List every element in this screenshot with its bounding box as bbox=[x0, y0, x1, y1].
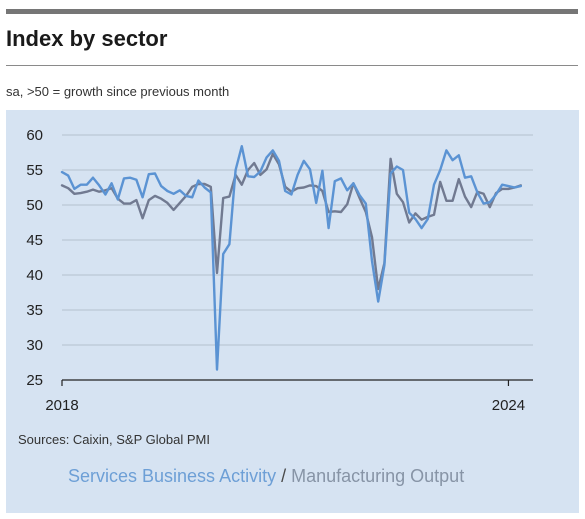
series-line-services bbox=[60, 144, 522, 371]
y-tick-label: 60 bbox=[26, 127, 43, 144]
series-layer bbox=[60, 144, 522, 371]
y-tick-label: 55 bbox=[26, 162, 43, 179]
axis-layer: 25 30 35 40 45 50 55 60 2018 2024 bbox=[26, 127, 533, 414]
y-tick-label: 30 bbox=[26, 337, 43, 354]
legend-manufacturing: Manufacturing Output bbox=[291, 466, 465, 486]
y-tick-label: 25 bbox=[26, 372, 43, 389]
source-note: Sources: Caixin, S&P Global PMI bbox=[18, 432, 210, 447]
legend-services: Services Business Activity bbox=[68, 466, 277, 486]
grid-layer bbox=[62, 134, 533, 346]
y-tick-label: 45 bbox=[26, 232, 43, 249]
top-rule bbox=[6, 9, 578, 14]
y-tick-label: 35 bbox=[26, 302, 43, 319]
x-tick-label: 2024 bbox=[492, 397, 525, 414]
title-rule bbox=[6, 65, 578, 66]
x-tick-label: 2018 bbox=[45, 397, 78, 414]
y-tick-label: 50 bbox=[26, 197, 43, 214]
chart-title: Index by sector bbox=[6, 26, 168, 51]
chart-subtitle: sa, >50 = growth since previous month bbox=[6, 84, 230, 99]
legend-separator: / bbox=[276, 466, 292, 486]
series-line-manufacturing bbox=[60, 152, 522, 291]
chart-panel bbox=[6, 110, 579, 513]
y-tick-label: 40 bbox=[26, 267, 43, 284]
legend: Services Business Activity / Manufacturi… bbox=[68, 466, 464, 487]
